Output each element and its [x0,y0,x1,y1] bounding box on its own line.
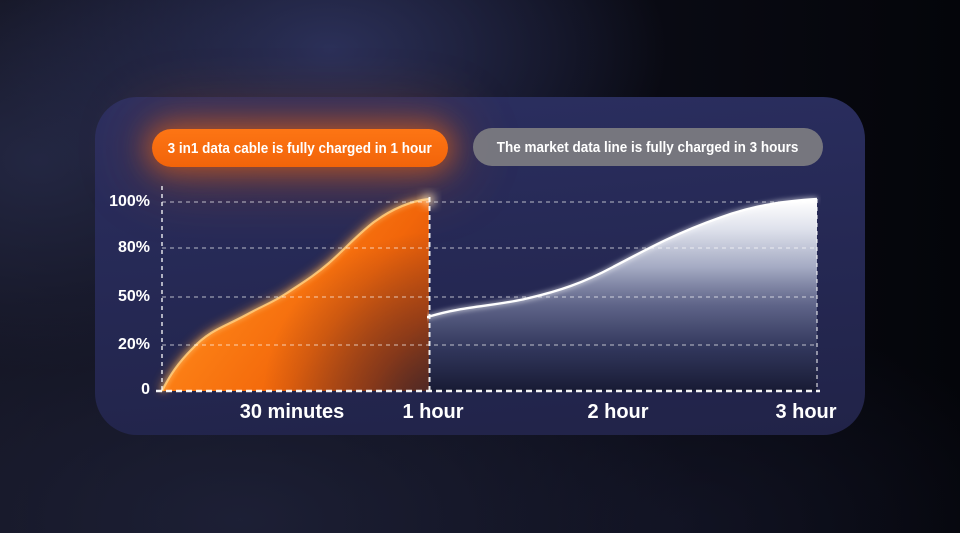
y-tick-50: 50% [117,288,150,305]
x-tick-3hour: 3 hour [775,401,837,423]
y-tick-100: 100% [109,193,150,210]
y-tick-80: 80% [117,239,150,256]
product-badge-label: 3 in1 data cable is fully charged in 1 h… [167,139,433,157]
y-tick-20: 20% [117,336,150,353]
x-tick-1hour: 1 hour [402,401,464,423]
product-badge: 3 in1 data cable is fully charged in 1 h… [152,129,448,167]
y-tick-0: 0 [141,381,150,398]
market-badge-label: The market data line is fully charged in… [497,138,799,156]
x-tick-30min: 30 minutes [239,401,345,423]
x-tick-2hour: 2 hour [587,401,649,423]
market-badge: The market data line is fully charged in… [473,128,823,166]
